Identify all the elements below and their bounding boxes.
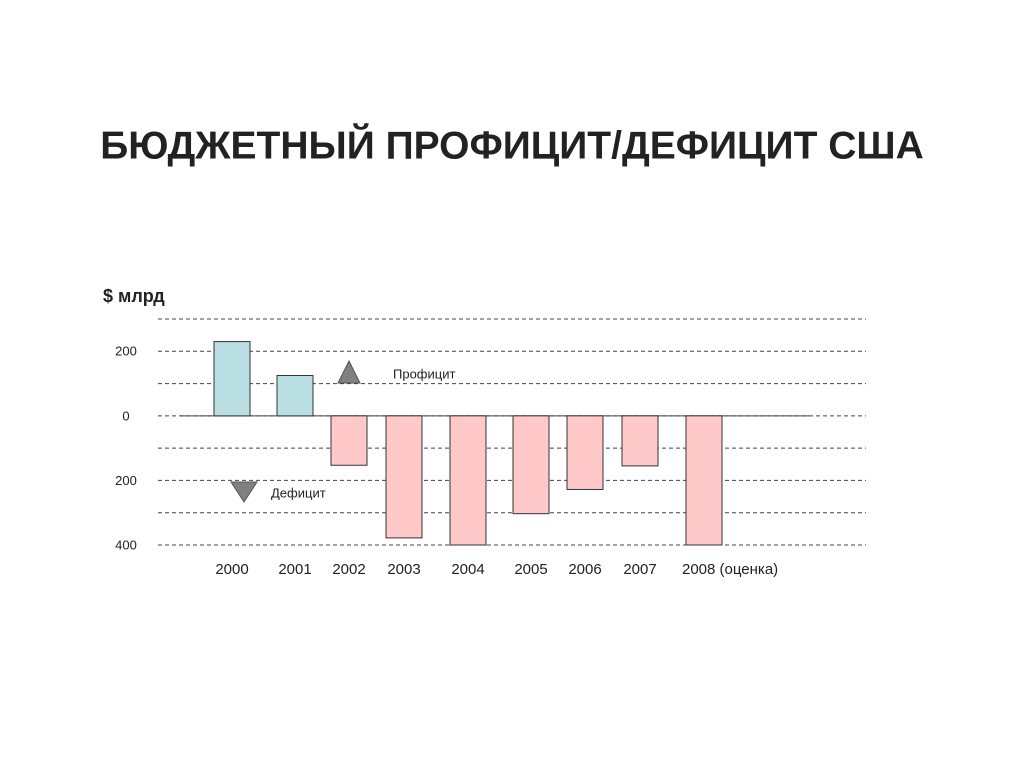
y-tick-label: 0	[122, 408, 129, 423]
x-tick-label: 2007	[623, 561, 656, 578]
y-axis-label: $ млрд	[103, 286, 165, 306]
x-tick-label: 2001	[278, 561, 311, 578]
x-tick-label: 2008 (оценка)	[682, 561, 778, 578]
x-tick-label: 2004	[451, 561, 484, 578]
y-tick-label: 200	[115, 473, 137, 488]
bar	[512, 415, 550, 515]
x-tick-label: 2003	[387, 561, 420, 578]
x-tick-label: 2000	[215, 561, 248, 578]
x-tick-label: 2002	[332, 561, 365, 578]
bar	[685, 415, 723, 546]
annotation: Дефицит	[271, 485, 326, 500]
bar	[621, 415, 659, 467]
bar	[566, 415, 604, 490]
x-tick-label: 2006	[568, 561, 601, 578]
x-tick-label: 2005	[514, 561, 547, 578]
y-tick-label: 400	[115, 537, 137, 552]
bar	[385, 415, 423, 539]
annotation: Профицит	[393, 366, 455, 381]
bar	[213, 341, 251, 417]
y-tick-label: 200	[115, 344, 137, 359]
bar	[449, 415, 487, 546]
bar	[276, 375, 314, 417]
surplus-icon	[337, 359, 361, 384]
chart-title: БЮДЖЕТНЫЙ ПРОФИЦИТ/ДЕФИЦИТ США	[100, 122, 924, 167]
deficit-icon	[230, 481, 258, 503]
bar	[330, 415, 368, 466]
